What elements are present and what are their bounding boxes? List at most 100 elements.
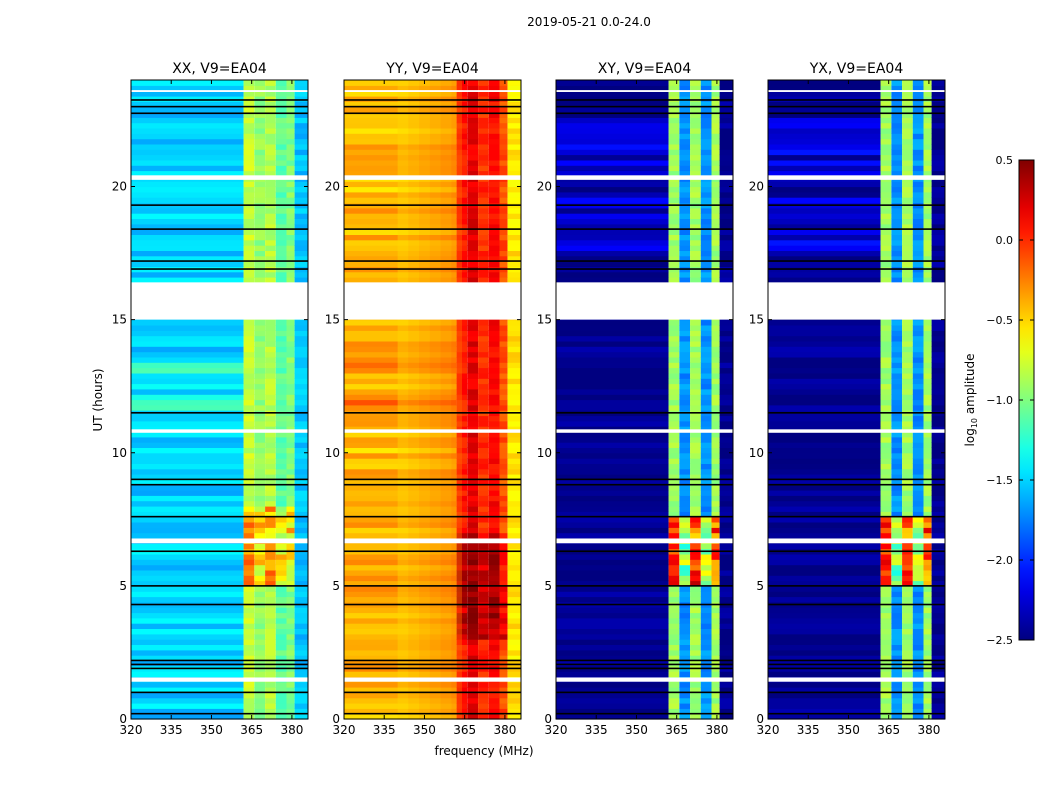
flagged-row-white [131,90,308,92]
heatmap-cell [507,431,521,438]
heatmap-cell [902,404,913,411]
heatmap-cell [131,229,244,235]
heatmap-cell [131,580,244,587]
heatmap-cell [131,133,244,140]
heatmap-cell [286,655,295,661]
x-tick-label: 365 [665,723,688,737]
heatmap-cell [131,223,244,230]
heatmap-cell [891,170,903,177]
heatmap-cell [478,692,489,699]
heatmap-cell [275,106,287,113]
heatmap-cell [456,596,468,603]
heatmap-cell [507,404,521,411]
heatmap-cell [294,96,308,102]
heatmap-cell [719,351,733,358]
heatmap-cell [690,591,701,598]
heatmap-cell [265,372,276,379]
heatmap-cell [912,490,924,496]
heatmap-cell [243,681,255,688]
heatmap-cell [711,687,720,693]
heatmap-cell [488,330,500,337]
heatmap-cell [679,660,691,667]
heatmap-cell [265,223,276,230]
flagged-row-black [344,412,521,414]
heatmap-cell [488,181,500,188]
heatmap-cell [286,527,295,534]
heatmap-cell [254,143,266,150]
heatmap-cell [719,596,733,603]
x-tick-label: 335 [585,723,608,737]
heatmap-cell [254,207,266,214]
heatmap-cell [700,399,712,406]
flagged-row-black [768,412,945,414]
heatmap-cell [880,218,892,225]
heatmap-cell [478,644,489,651]
heatmap-cell [243,404,255,411]
heatmap-cell [456,112,468,118]
heatmap-cell [902,426,913,432]
heatmap-cell [700,490,712,496]
heatmap-cell [344,671,457,677]
flagged-row-black [768,112,945,115]
heatmap-cell [902,181,913,188]
heatmap-cell [131,346,244,353]
heatmap-cell [478,356,489,363]
heatmap-cell [467,527,479,534]
heatmap-cell [499,463,508,470]
heatmap-cell [467,660,479,667]
heatmap-cell [556,250,669,257]
heatmap-cell [668,426,680,432]
heatmap-cell [912,580,924,587]
heatmap-cell [891,495,903,502]
heatmap-cell [700,133,712,140]
heatmap-cell [488,319,500,326]
heatmap-cell [700,96,712,102]
heatmap-cell [556,607,669,614]
heatmap-cell [467,628,479,635]
heatmap-cell [700,170,712,177]
heatmap-cell [556,213,669,219]
heatmap-cell [507,420,521,427]
heatmap-cell [254,245,266,251]
heatmap-cell [344,500,457,507]
heatmap-cell [556,479,669,486]
heatmap-cell [690,85,701,92]
heatmap-cell [243,127,255,134]
heatmap-cell [499,655,508,661]
heatmap-cell [344,474,457,480]
heatmap-cell [344,223,457,230]
heatmap-cell [556,463,669,470]
heatmap-cell [891,596,903,603]
heatmap-cell [286,591,295,598]
heatmap-cell [700,404,712,411]
heatmap-cell [499,388,508,395]
heatmap-cell [488,495,500,502]
heatmap-cell [507,165,521,172]
heatmap-cell [478,245,489,251]
heatmap-cell [286,330,295,337]
heatmap-cell [768,580,881,587]
heatmap-cell [668,697,680,704]
heatmap-cell [456,319,468,326]
heatmap-cell [902,330,913,337]
x-tick-label: 350 [625,723,648,737]
heatmap-cell [679,639,691,645]
heatmap-cell [478,127,489,134]
heatmap-cell [488,80,500,86]
heatmap-cell [507,559,521,566]
heatmap-cell [719,569,733,576]
heatmap-cell [923,143,932,150]
heatmap-cell [690,436,701,443]
heatmap-cell [768,431,881,438]
heatmap-cell [891,442,903,448]
heatmap-cell [294,90,308,97]
heatmap-cell [478,223,489,230]
heatmap-cell [275,372,287,379]
heatmap-cell [668,543,680,550]
heatmap-cell [679,516,691,523]
heatmap-cell [294,101,308,108]
heatmap-cell [880,127,892,134]
heatmap-cell [499,452,508,459]
heatmap-cell [286,127,295,134]
heatmap-cell [286,569,295,576]
